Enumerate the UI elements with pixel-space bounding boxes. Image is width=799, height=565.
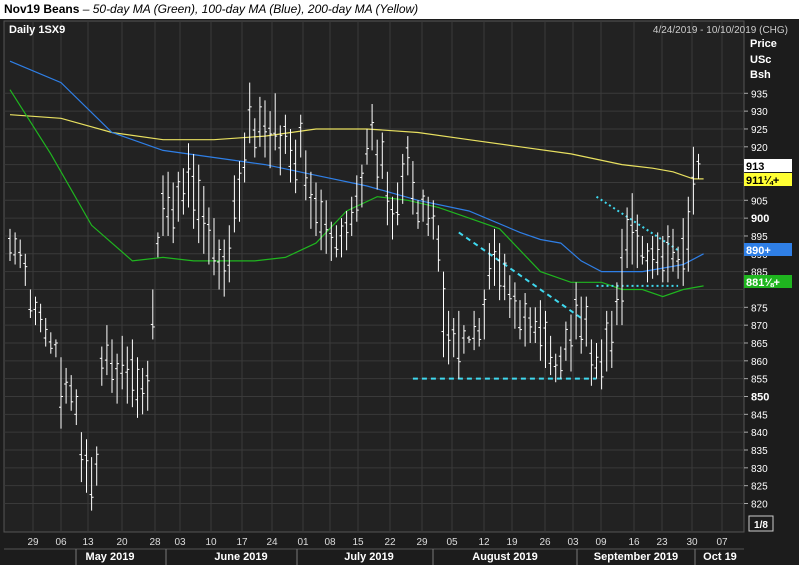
day-label: 24 — [266, 537, 278, 548]
day-label: 15 — [352, 537, 364, 548]
y-tick-label: 870 — [751, 321, 768, 332]
y-title-unit: USc — [750, 54, 771, 66]
y-tick-label: 875 — [751, 303, 768, 314]
day-label: 10 — [205, 537, 217, 548]
chart-title: Nov19 Beans – 50-day MA (Green), 100-day… — [0, 0, 799, 19]
symbol-title: Nov19 Beans — [4, 2, 80, 16]
y-tick-label: 825 — [751, 482, 768, 493]
y-tick-label: 935 — [751, 89, 768, 100]
y-tick-label: 865 — [751, 339, 768, 350]
month-label: July 2019 — [344, 551, 394, 563]
day-label: 17 — [236, 537, 248, 548]
y-title-bushel: Bsh — [750, 69, 771, 81]
y-tick-label: 835 — [751, 446, 768, 457]
day-label: 01 — [297, 537, 309, 548]
month-label: May 2019 — [86, 551, 135, 563]
y-tick-label: 920 — [751, 143, 768, 154]
price-chart[interactable]: 8208258308358408458508558608658708758858… — [0, 19, 799, 565]
trendline — [595, 195, 679, 252]
y-tick-label: 925 — [751, 125, 768, 136]
price-tag-label: 890+ — [746, 245, 771, 257]
unit-label: 1/8 — [754, 520, 768, 531]
price-tag-label: 913 — [746, 161, 764, 173]
day-label: 05 — [446, 537, 458, 548]
price-tag-box — [744, 275, 792, 288]
month-label: August 2019 — [472, 551, 537, 563]
day-label: 09 — [595, 537, 607, 548]
day-label: 26 — [539, 537, 551, 548]
day-label: 30 — [686, 537, 698, 548]
month-label: June 2019 — [214, 551, 267, 563]
moving-average-legend: – 50-day MA (Green), 100-day MA (Blue), … — [79, 2, 419, 16]
day-label: 20 — [116, 537, 128, 548]
price-tag-box — [744, 173, 792, 186]
day-label: 07 — [716, 537, 728, 548]
unit-box[interactable] — [748, 515, 774, 532]
month-label: September 2019 — [594, 551, 678, 563]
trendline — [458, 231, 582, 319]
y-tick-label: 930 — [751, 107, 768, 118]
price-tag-box — [744, 243, 792, 256]
price-tags: 913 911¼+ 890+ 881⅛+ — [744, 159, 792, 289]
price-tag-label: 911¼+ — [746, 175, 779, 187]
day-label: 19 — [506, 537, 518, 548]
price-axis: 820 825 830 835 840 845 850 855 860 865 870 875 885 8… — [744, 89, 769, 511]
y-title-price: Price — [750, 38, 777, 50]
day-label: 06 — [55, 537, 67, 548]
price-bars — [8, 82, 701, 511]
day-label: 08 — [324, 537, 336, 548]
y-tick-label: 885 — [751, 268, 768, 279]
ma-200-line — [9, 114, 704, 180]
day-label: 03 — [567, 537, 579, 548]
day-label: 03 — [174, 537, 186, 548]
price-tag-label: 881⅛+ — [746, 277, 780, 289]
day-label: 23 — [656, 537, 668, 548]
day-label: 29 — [416, 537, 428, 548]
y-tick-label: 845 — [751, 410, 768, 421]
y-tick-label: 895 — [751, 232, 768, 243]
y-tick-label: 850 — [751, 391, 769, 403]
day-label: 12 — [478, 537, 490, 548]
day-label: 28 — [149, 537, 161, 548]
y-tick-label: 860 — [751, 357, 768, 368]
y-tick-label: 905 — [751, 196, 768, 207]
y-tick-label: 900 — [751, 213, 769, 225]
trendlines — [412, 195, 679, 380]
y-tick-label: 820 — [751, 500, 768, 511]
day-label: 16 — [628, 537, 640, 548]
ma-100-line — [9, 60, 704, 273]
month-label: Oct 19 — [703, 551, 737, 563]
y-tick-label: 830 — [751, 464, 768, 475]
day-label: 29 — [27, 537, 39, 548]
price-tag-box — [744, 159, 792, 172]
date-range: 4/24/2019 - 10/10/2019 (CHG) — [653, 25, 788, 36]
day-label: 22 — [384, 537, 396, 548]
panel-label: Daily 1SX9 — [9, 24, 65, 36]
y-tick-label: 840 — [751, 428, 768, 439]
plot-area — [3, 20, 745, 533]
time-axis: 29 06 13 20 28 03 10 17 24 01 08 15 22 29 05 12 19 26 03 09… — [4, 537, 744, 565]
y-tick-label: 855 — [751, 375, 768, 386]
day-label: 13 — [82, 537, 94, 548]
